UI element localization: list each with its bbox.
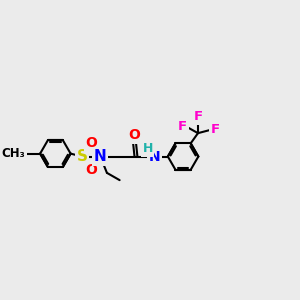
Text: H: H <box>142 142 153 155</box>
Text: O: O <box>86 163 98 177</box>
Text: F: F <box>211 123 220 136</box>
Text: N: N <box>94 149 107 164</box>
Text: CH₃: CH₃ <box>2 147 26 160</box>
Text: F: F <box>178 120 187 133</box>
Text: O: O <box>86 136 98 151</box>
Text: N: N <box>148 149 160 164</box>
Text: O: O <box>128 128 140 142</box>
Text: S: S <box>77 149 88 164</box>
Text: F: F <box>194 110 202 123</box>
